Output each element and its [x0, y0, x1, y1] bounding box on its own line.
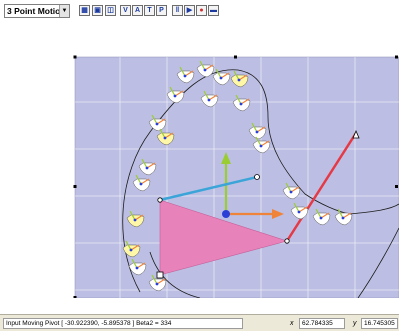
body-position-glyph — [138, 158, 157, 176]
curve-tool-icon[interactable]: ▦ — [79, 5, 90, 16]
body-position-glyph — [122, 240, 141, 258]
stop-icon[interactable]: ● — [196, 5, 207, 16]
body-position-glyph — [128, 258, 147, 276]
coupler-triangle[interactable] — [159, 199, 289, 276]
body-position-glyph — [212, 68, 231, 86]
selection-handles[interactable] — [73, 55, 399, 299]
body-position-glyph — [248, 122, 267, 140]
body-position-glyph — [232, 94, 251, 112]
coupler-curve — [122, 69, 351, 293]
record-icon[interactable]: ▬ — [208, 5, 219, 16]
toolbar: 3 Point Motion ▼ ▦ ▣ ◫ V A T P ‖ ▶ ● ▬ — [0, 0, 399, 22]
body-position-glyph — [126, 210, 145, 228]
body-position-glyph — [282, 182, 301, 200]
v-button[interactable]: V — [120, 5, 131, 16]
status-message: Input Moving Pivot [ -30.922390, -5.8953… — [3, 318, 243, 329]
pivot-joint[interactable] — [254, 174, 260, 180]
body-position-glyph — [176, 66, 195, 84]
origin-pivot[interactable] — [222, 210, 230, 218]
chevron-down-icon[interactable]: ▼ — [59, 5, 69, 17]
body-position-glyph — [334, 208, 353, 226]
pause-icon[interactable]: ‖ — [172, 5, 183, 16]
red-link[interactable] — [285, 132, 358, 242]
body-position-glyph — [230, 70, 249, 88]
triangle-vertex-b[interactable] — [284, 238, 290, 244]
p-button[interactable]: P — [156, 5, 167, 16]
body-position-glyph — [252, 136, 271, 154]
link-tool-icon[interactable]: ◫ — [105, 5, 116, 16]
ground-pivot-square[interactable] — [156, 271, 164, 279]
body-position-glyph — [156, 128, 175, 146]
body-position-glyph — [148, 114, 167, 132]
t-button[interactable]: T — [144, 5, 155, 16]
y-label: y — [353, 320, 357, 327]
image-tool-icon[interactable]: ▣ — [92, 5, 103, 16]
body-position-glyph — [200, 90, 219, 108]
body-position-glyph — [290, 202, 309, 220]
mode-dropdown-value: 3 Point Motion — [7, 6, 66, 16]
body-position-glyph — [166, 86, 185, 104]
step-forward-icon[interactable]: ▶ — [184, 5, 195, 16]
workspace-area[interactable] — [74, 56, 399, 299]
ground-pivot-triangle[interactable] — [352, 129, 360, 139]
mode-dropdown[interactable]: 3 Point Motion ▼ — [4, 4, 70, 18]
circle-arc — [357, 227, 399, 299]
status-bar: Input Moving Pivot [ -30.922390, -5.8953… — [0, 314, 399, 331]
a-button[interactable]: A — [132, 5, 143, 16]
y-axis-arrow-head — [221, 152, 231, 164]
drawing-canvas[interactable] — [0, 22, 399, 299]
body-positions — [122, 60, 353, 292]
x-axis-arrow-head — [272, 209, 284, 219]
coupler-curve-outer — [349, 203, 399, 215]
x-label: x — [290, 320, 294, 327]
body-position-glyph — [132, 174, 151, 192]
x-coordinate-field[interactable]: 62.784335 — [299, 318, 345, 329]
triangle-vertex-a[interactable] — [157, 197, 163, 203]
body-position-glyph — [312, 208, 331, 226]
blue-link[interactable] — [159, 175, 258, 202]
y-coordinate-field[interactable]: 16.745305 — [361, 318, 398, 329]
coupler-curve-lower — [149, 251, 201, 299]
body-position-glyph — [148, 274, 167, 292]
body-position-glyph — [196, 60, 215, 78]
